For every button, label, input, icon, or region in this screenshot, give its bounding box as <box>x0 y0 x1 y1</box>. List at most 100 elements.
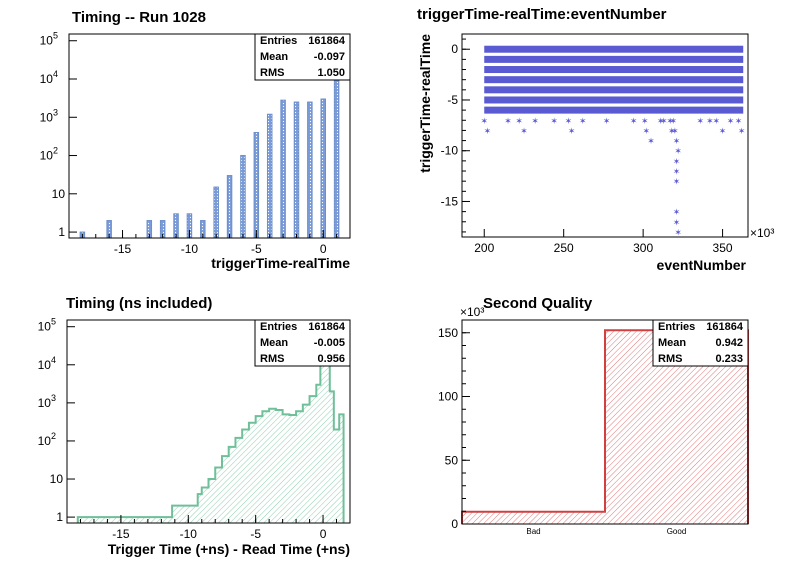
y-tick-label: 104 <box>40 69 58 86</box>
x-tick-label: -15 <box>112 527 130 541</box>
x-tick-label: 0 <box>320 242 327 256</box>
y-tick-label: 104 <box>38 355 56 372</box>
stats-mean-label: Mean <box>658 337 686 349</box>
histogram-bar <box>280 99 286 239</box>
chart-title: Timing -- Run 1028 <box>72 9 206 26</box>
x-axis-label: eventNumber <box>657 257 747 273</box>
data-point: ✶ <box>735 116 743 126</box>
y-tick-label: 1 <box>56 510 63 524</box>
stats-rms-value: 0.956 <box>317 353 345 365</box>
stats-box: Entries 161864 Mean 0.942 RMS 0.233 <box>652 319 749 367</box>
data-point: ✶ <box>641 116 649 126</box>
stats-entries-value: 161864 <box>706 321 744 333</box>
x-tick-label: -5 <box>251 242 262 256</box>
axes-group: Bad Good 0 50 100 150 <box>438 319 686 536</box>
bars-group <box>79 40 340 239</box>
dense-point-band <box>484 45 744 53</box>
data-point: ✶ <box>619 95 627 105</box>
y-tick-label: 102 <box>40 146 58 163</box>
panel-timing-run: Timing -- Run 1028 -15 -10 -5 0 1 10 102 103 104… <box>40 9 351 271</box>
data-point: ✶ <box>630 116 638 126</box>
histogram-bar <box>253 131 260 239</box>
x-category-label: Bad <box>526 527 540 536</box>
data-point: ✶ <box>719 126 727 136</box>
panel-timing-ns: Timing (ns included) -15 -10 -5 0 1 10 102 103 1… <box>38 295 351 557</box>
histogram-bar <box>226 175 233 239</box>
x-tick-label: 0 <box>320 527 327 541</box>
data-point: ✶ <box>671 126 679 136</box>
y-tick-label: 50 <box>445 453 459 467</box>
x-tick-label: -10 <box>181 242 199 256</box>
data-point: ✶ <box>579 116 587 126</box>
y-tick-label: 105 <box>38 317 56 334</box>
data-point: ✶ <box>666 116 674 126</box>
data-point: ✶ <box>643 126 651 136</box>
data-point: ✶ <box>515 116 523 126</box>
y-tick-label: 103 <box>40 107 58 124</box>
data-point: ✶ <box>674 227 682 237</box>
x-exponent: ×10³ <box>750 226 774 240</box>
axes-group: -15 -10 -5 0 1 10 102 103 104 105 <box>40 31 351 256</box>
chart-title: Timing (ns included) <box>66 295 212 312</box>
data-point: ✶ <box>657 116 665 126</box>
plot-frame <box>461 33 749 238</box>
stats-mean-label: Mean <box>260 51 288 63</box>
data-point: ✶ <box>568 126 576 136</box>
dense-point-band <box>484 86 744 94</box>
panel-scatter: triggerTime-realTime:eventNumber ✶✶✶ ✶✶✶ ✶… <box>417 6 774 273</box>
stats-box: Entries 161864 Mean -0.005 RMS 0.956 <box>254 319 351 367</box>
data-point: ✶ <box>504 116 512 126</box>
y-tick-label: -10 <box>441 144 459 158</box>
data-point: ✶ <box>673 167 681 177</box>
x-tick-label: -15 <box>114 242 132 256</box>
data-point: ✶ <box>673 136 681 146</box>
data-point: ✶ <box>565 116 573 126</box>
stats-rms-value: 1.050 <box>317 67 345 79</box>
data-point: ✶ <box>550 116 558 126</box>
y-axis-label: triggerTime-realTime <box>417 34 433 173</box>
data-point: ✶ <box>670 116 678 126</box>
histogram-bar <box>320 98 326 239</box>
axes-group: -15 -10 -5 0 1 10 102 103 104 105 <box>38 317 351 541</box>
data-point: ✶ <box>727 116 735 126</box>
axes-group: 200 250 300 350 0 -5 -10 -15 <box>441 38 733 255</box>
x-tick-label: -10 <box>180 527 198 541</box>
data-point: ✶ <box>531 116 539 126</box>
data-point: ✶ <box>712 116 720 126</box>
stats-entries-value: 161864 <box>308 321 346 333</box>
y-tick-label: 102 <box>38 431 56 448</box>
stats-rms-label: RMS <box>658 353 682 365</box>
x-tick-label: 300 <box>633 241 653 255</box>
data-point: ✶ <box>673 156 681 166</box>
y-tick-label: -5 <box>447 93 458 107</box>
y-tick-label: 10 <box>50 472 64 486</box>
data-point: ✶ <box>480 116 488 126</box>
histogram-bar <box>307 101 313 239</box>
points-group: ✶✶✶ ✶✶✶ ✶ ✶✶✶ ✶✶✶ ✶✶✶✶✶✶✶✶✶✶✶✶✶✶✶✶✶✶ ✶✶✶✶ ✶✶ <box>480 45 745 237</box>
y-exponent: ×10³ <box>460 305 484 319</box>
stats-box: Entries 161864 Mean -0.097 RMS 1.050 <box>254 33 351 81</box>
histogram-bar <box>266 113 273 239</box>
dense-point-band <box>484 96 744 104</box>
stats-mean-value: -0.097 <box>314 51 345 63</box>
x-axis-label: triggerTime-realTime <box>211 255 350 271</box>
panel-second-quality: Second Quality ×10³ Bad Good 0 50 100 150 Ent… <box>438 295 749 536</box>
y-tick-label: 100 <box>438 390 458 404</box>
dense-point-band <box>484 55 744 63</box>
plot-frame <box>66 319 351 524</box>
x-tick-label: -5 <box>250 527 261 541</box>
y-tick-label: 0 <box>451 42 458 56</box>
stats-mean-value: -0.005 <box>314 337 345 349</box>
data-point: ✶ <box>603 116 611 126</box>
plot-frame <box>68 33 351 239</box>
y-tick-label: 1 <box>58 225 65 239</box>
histogram-fill <box>77 326 344 523</box>
data-point: ✶ <box>697 116 705 126</box>
dense-point-band <box>484 66 744 74</box>
data-point: ✶ <box>673 217 681 227</box>
data-point: ✶ <box>673 177 681 187</box>
data-point: ✶ <box>668 126 676 136</box>
y-tick-label: 103 <box>38 393 56 410</box>
histogram-bar <box>240 155 246 239</box>
stats-entries-label: Entries <box>260 35 297 47</box>
